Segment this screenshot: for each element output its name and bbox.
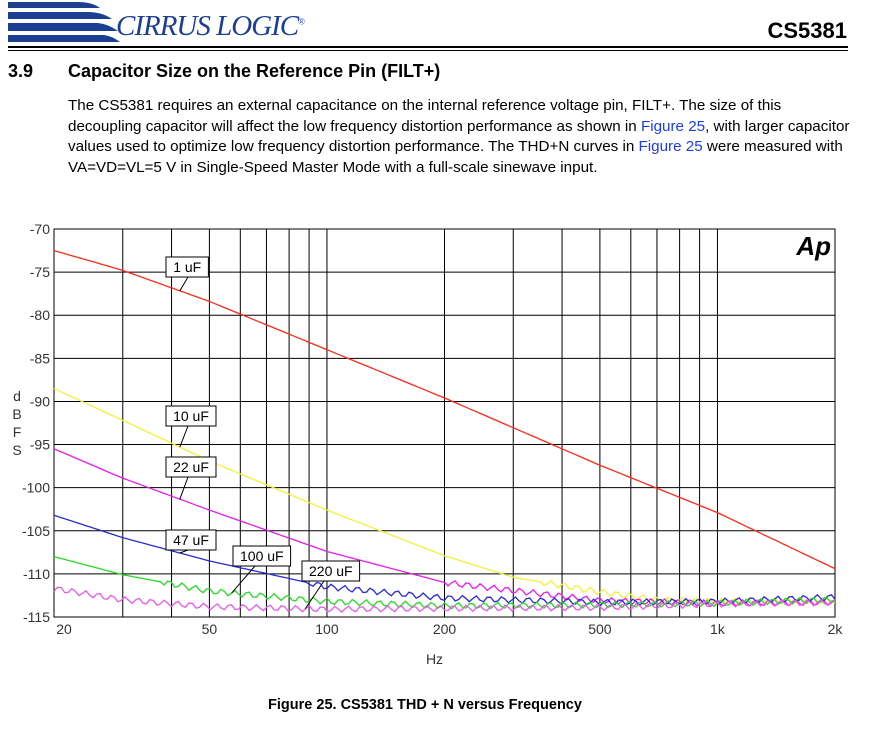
header-divider: [8, 46, 848, 51]
x-tick-label: 2k: [828, 621, 844, 637]
y-axis-label-char: d: [13, 388, 21, 404]
x-tick-label: 50: [202, 621, 218, 637]
series-line-220-uf: [53, 586, 836, 613]
x-tick-label: 20: [56, 621, 72, 637]
annotation-box: [165, 256, 209, 278]
x-tick-label: 1k: [710, 621, 726, 637]
annotation-box: [232, 545, 292, 567]
y-axis-label-char: F: [13, 424, 22, 440]
page-header: CIRRUS LOGIC® CS5381: [0, 0, 891, 60]
x-tick-label: 500: [588, 621, 612, 637]
y-tick-label: -85: [30, 350, 50, 366]
annotation-label: 22 uF: [173, 459, 209, 475]
y-axis-label-char: B: [12, 406, 21, 422]
series-line-1-uf: [53, 249, 836, 570]
annotation-box: [301, 560, 361, 582]
annotation-leader: [179, 425, 189, 448]
figure-caption: Figure 25. CS5381 THD + N versus Frequen…: [268, 697, 582, 713]
part-number: CS5381: [767, 18, 847, 43]
annotation-leader: [179, 549, 189, 554]
annotation-box: [165, 456, 217, 478]
x-tick-label: 200: [433, 621, 457, 637]
y-tick-label: -100: [22, 480, 50, 496]
thd-n-chart: -70 -75 -80 -85 -90 -95 -100 -105 -110 -115 20 50 10…: [0, 215, 891, 675]
annotation-label: 1 uF: [173, 259, 201, 275]
y-tick-label: -90: [30, 393, 50, 409]
x-tick-label: 100: [315, 621, 339, 637]
section-title: Capacitor Size on the Reference Pin (FIL…: [68, 61, 441, 81]
annotation-leader: [179, 476, 189, 500]
annotation-label: 220 uF: [309, 563, 353, 579]
annotation-box: [165, 529, 217, 551]
cirrus-logic-logo-icon: [8, 2, 120, 42]
y-tick-label: -115: [23, 609, 50, 625]
y-tick-label: -80: [30, 307, 50, 323]
annotation-label: 10 uF: [173, 408, 209, 424]
figure-25-link[interactable]: Figure 25: [640, 117, 706, 135]
annotation-leader: [179, 276, 189, 292]
body-paragraph: The CS5381 requires an external capacita…: [68, 97, 850, 176]
series-line-22-uf: [53, 448, 836, 607]
y-tick-label: -110: [23, 566, 50, 582]
y-tick-label: -105: [22, 523, 50, 539]
chart-canvas: -70 -75 -80 -85 -90 -95 -100 -105 -110 -115 20 50 10…: [12, 221, 844, 667]
y-axis-label-char: S: [12, 442, 21, 458]
y-tick-label: -70: [30, 221, 50, 237]
annotation-box: [165, 405, 217, 427]
y-tick-label: -75: [30, 264, 50, 280]
annotation-label: 47 uF: [173, 532, 209, 548]
annotation-label: 100 uF: [240, 548, 284, 564]
annotation-leader: [231, 565, 256, 594]
section-number: 3.9: [8, 61, 34, 81]
y-tick-label: -95: [30, 437, 50, 453]
x-axis-label: Hz: [426, 651, 443, 667]
figure-25-link-2[interactable]: Figure 25: [638, 138, 703, 155]
company-logo-text: CIRRUS LOGIC®: [116, 10, 305, 42]
annotation-leader: [304, 580, 325, 610]
ap-watermark-icon: Ap: [795, 231, 831, 261]
